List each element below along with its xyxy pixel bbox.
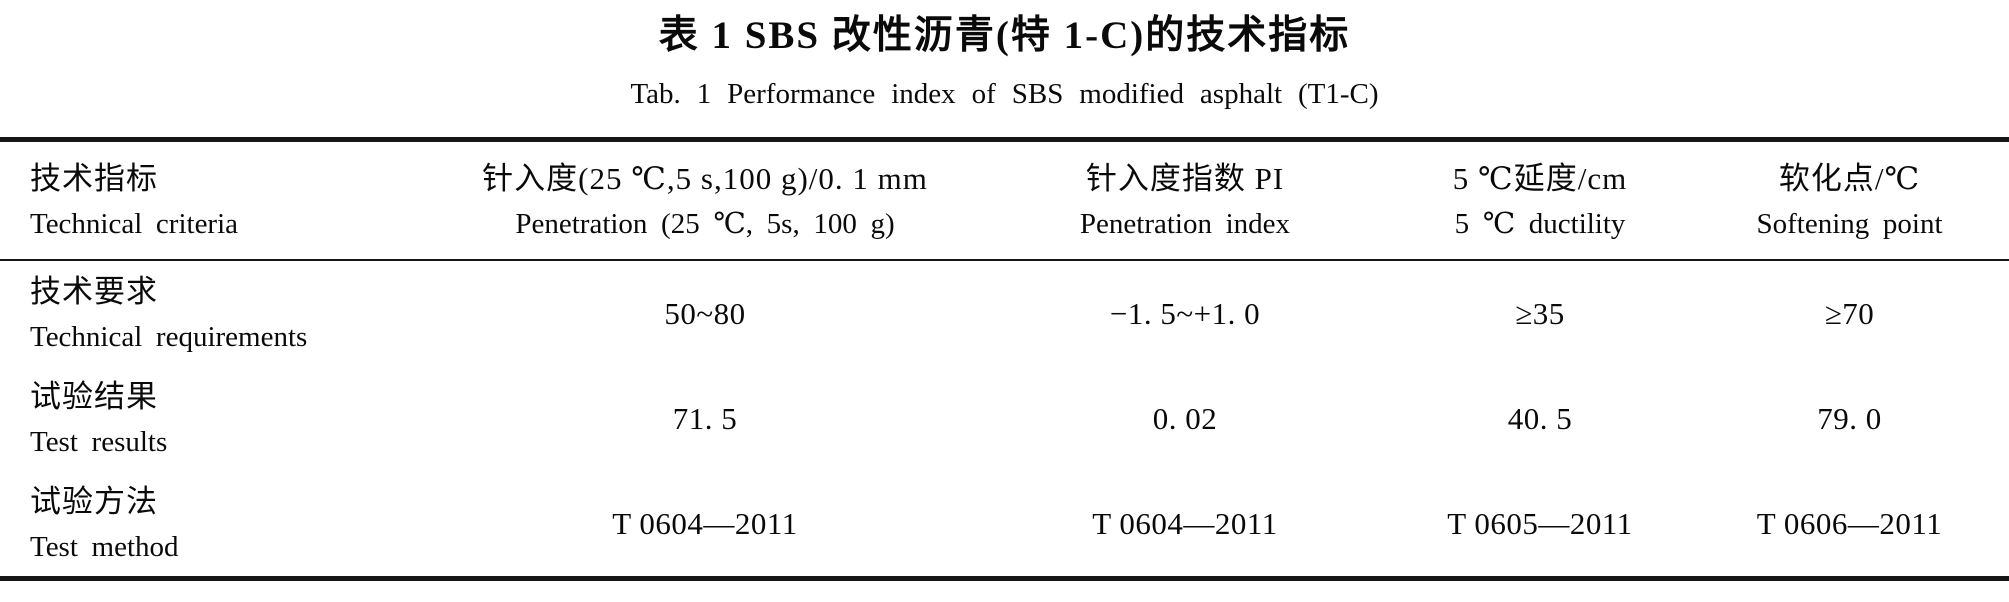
result-ductility-value: 40. 5 (1507, 400, 1573, 436)
method-penetration-value: T 0604—2011 (612, 505, 798, 541)
requirement-penetration-index-value: −1. 5~+1. 0 (1109, 295, 1261, 331)
result-penetration-value: 71. 5 (672, 400, 738, 436)
header-cell-softening-point: 软化点/℃ Softening point (1690, 142, 2009, 259)
row-label-en: Technical requirements (30, 320, 308, 353)
method-penetration-index-value: T 0604—2011 (1092, 505, 1278, 541)
method-softening-point-value: T 0606—2011 (1756, 505, 1943, 541)
row-label-en: Test method (30, 530, 179, 563)
header-cell-penetration: 针入度(25 ℃,5 s,100 g)/0. 1 mm Penetration … (430, 142, 980, 259)
header-ductility-en: 5 ℃ ductility (1454, 207, 1626, 240)
performance-index-table: 技术指标 Technical criteria 针入度(25 ℃,5 s,100… (0, 137, 2009, 581)
result-penetration-index-value: 0. 02 (1152, 400, 1218, 436)
row-label-zh: 技术要求 (30, 273, 158, 309)
header-cell-penetration-index: 针入度指数 PI Penetration index (980, 142, 1390, 259)
table-title-zh: 表 1 SBS 改性沥青(特 1-C)的技术指标 (658, 14, 1351, 57)
header-penetration-index-en: Penetration index (1079, 207, 1291, 240)
header-penetration-en: Penetration (25 ℃, 5s, 100 g) (515, 207, 895, 240)
header-criteria-en: Technical criteria (30, 207, 239, 240)
header-criteria-zh: 技术指标 (30, 160, 158, 196)
row-label-en: Test results (30, 425, 168, 458)
header-penetration-index-zh: 针入度指数 PI (1085, 160, 1285, 196)
row-label-cell: 试验方法 Test method (0, 471, 430, 576)
method-ductility-value: T 0605—2011 (1447, 505, 1633, 541)
result-softening-point-value: 79. 0 (1817, 400, 1882, 436)
requirement-softening-point-value: ≥70 (1824, 295, 1875, 331)
row-label-cell: 技术要求 Technical requirements (0, 261, 430, 366)
requirement-ductility-value: ≥35 (1515, 295, 1565, 331)
table-header-row: 技术指标 Technical criteria 针入度(25 ℃,5 s,100… (0, 142, 2009, 261)
table-row-test-method: 试验方法 Test method T 0604—2011 T 0604—2011… (0, 471, 2009, 576)
requirement-penetration-value: 50~80 (664, 295, 746, 331)
header-softening-point-en: Softening point (1756, 207, 1943, 240)
row-label-cell: 试验结果 Test results (0, 366, 430, 471)
header-penetration-zh: 针入度(25 ℃,5 s,100 g)/0. 1 mm (482, 160, 928, 196)
table-row-test-results: 试验结果 Test results 71. 5 0. 02 40. 5 79. … (0, 366, 2009, 471)
header-ductility-zh: 5 ℃延度/cm (1452, 160, 1628, 196)
header-cell-criteria: 技术指标 Technical criteria (0, 142, 430, 259)
table-title-en: Tab. 1 Performance index of SBS modified… (630, 78, 1379, 110)
row-label-zh: 试验方法 (30, 483, 158, 519)
header-cell-ductility: 5 ℃延度/cm 5 ℃ ductility (1390, 142, 1690, 259)
table-row-technical-requirements: 技术要求 Technical requirements 50~80 −1. 5~… (0, 261, 2009, 366)
row-label-zh: 试验结果 (30, 378, 158, 414)
header-softening-point-zh: 软化点/℃ (1778, 160, 1921, 196)
